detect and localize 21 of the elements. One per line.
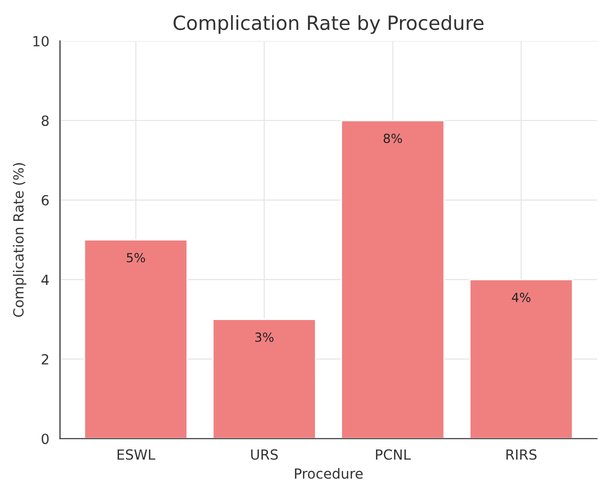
bar bbox=[469, 278, 574, 439]
y-tick-label: 6 bbox=[42, 195, 49, 206]
y-tick-label: 2 bbox=[42, 354, 48, 364]
y-axis-title: Complication Rate (%) bbox=[12, 163, 26, 317]
data-label: 5% bbox=[126, 252, 146, 262]
x-tick-label: URS bbox=[251, 449, 278, 460]
data-label: 8% bbox=[384, 134, 402, 144]
bar bbox=[212, 318, 316, 439]
x-tick-label: ESWL bbox=[118, 449, 156, 460]
x-tick-label: RIRS bbox=[506, 449, 537, 460]
bar bbox=[340, 120, 445, 439]
x-axis-title: Procedure bbox=[294, 468, 363, 479]
bar bbox=[84, 239, 188, 439]
data-label: 3% bbox=[255, 332, 274, 342]
y-tick-label: 0 bbox=[42, 434, 49, 444]
x-tick-label: PCNL bbox=[376, 449, 411, 460]
y-tick-label: 4 bbox=[41, 274, 49, 285]
chart-title: Complication Rate by Procedure bbox=[174, 15, 484, 34]
data-label: 4% bbox=[512, 292, 530, 302]
y-tick-label: 10 bbox=[33, 36, 49, 46]
y-tick-label: 8 bbox=[42, 115, 49, 126]
